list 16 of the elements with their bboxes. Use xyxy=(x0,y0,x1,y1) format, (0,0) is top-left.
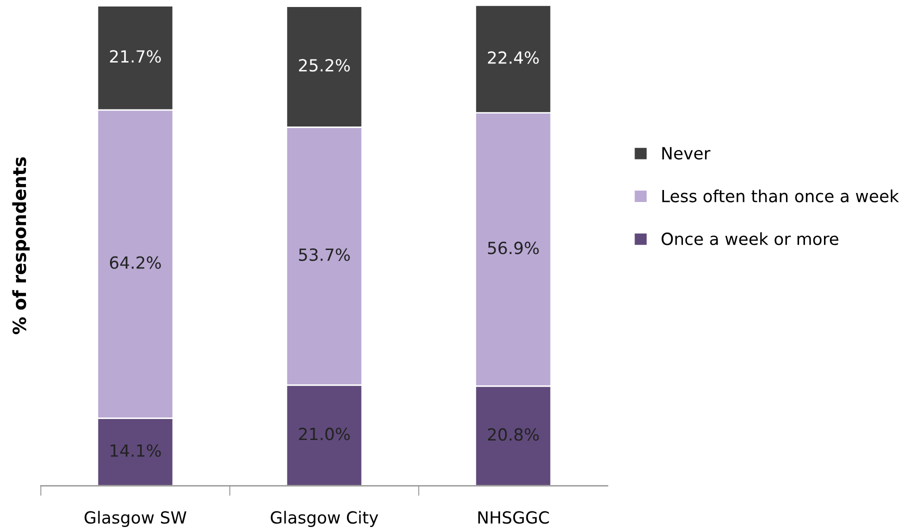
data-label: 64.2% xyxy=(110,256,161,269)
legend-label: Once a week or more xyxy=(662,232,838,246)
data-label: 14.1% xyxy=(110,444,161,457)
x-tick-label: NHSGGC xyxy=(478,511,549,524)
data-label: 20.8% xyxy=(488,428,539,441)
x-tick-label: Glasgow City xyxy=(270,510,378,527)
data-label: 22.4% xyxy=(488,51,539,64)
legend-label: Less often than once a week xyxy=(662,189,899,202)
data-label: 53.7% xyxy=(299,248,350,261)
data-label: 56.9% xyxy=(488,242,539,254)
data-label: 21.0% xyxy=(299,428,350,440)
x-tick-label: Glasgow SW xyxy=(84,510,186,527)
data-label: 25.2% xyxy=(299,58,350,72)
data-label: 21.7% xyxy=(110,50,161,63)
y-axis-title: % of respondents xyxy=(12,157,30,334)
legend-label: Never xyxy=(662,147,710,160)
